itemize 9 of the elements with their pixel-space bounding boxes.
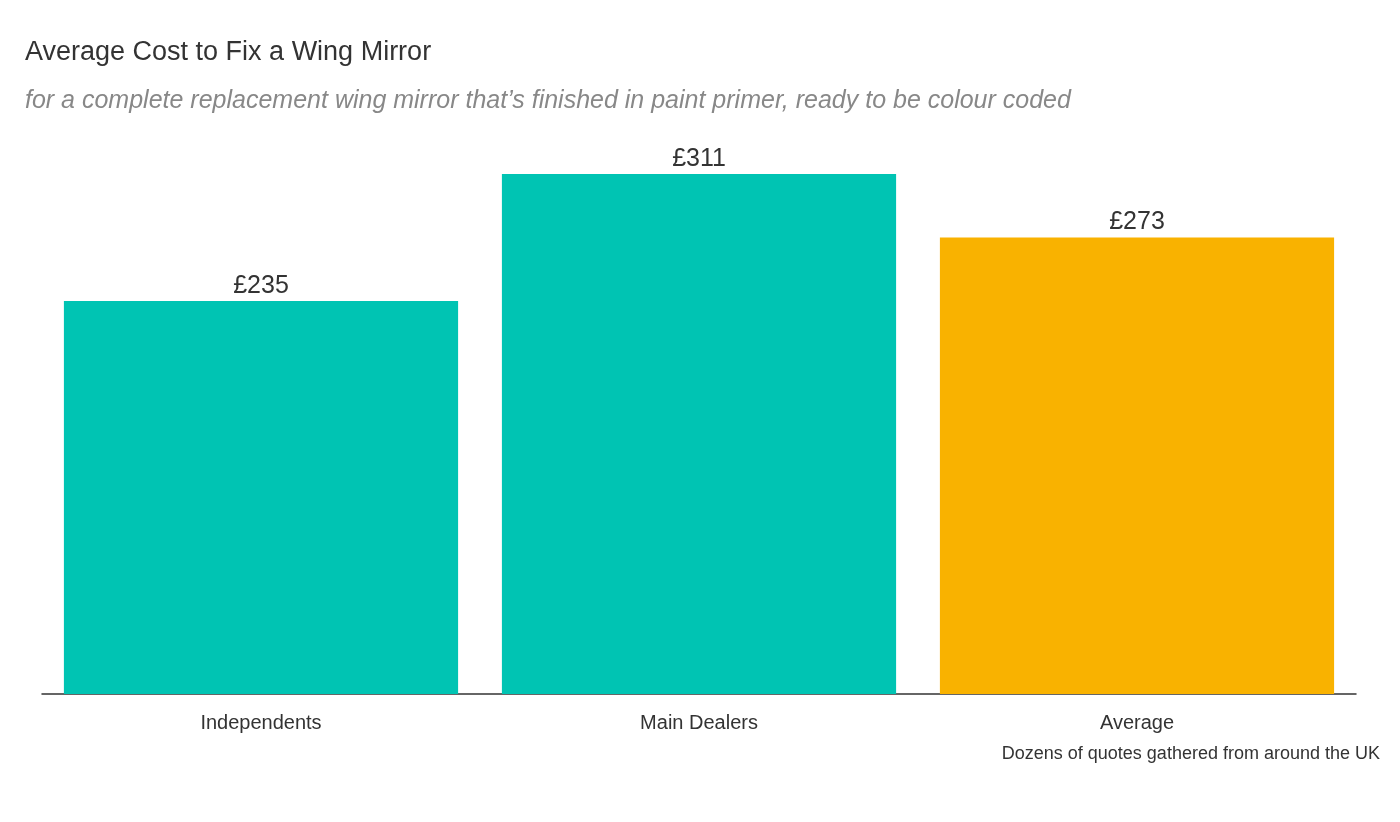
x-tick-label: Independents <box>200 711 322 733</box>
data-label: £273 <box>1109 206 1165 235</box>
chart-subtitle: for a complete replacement wing mirror that’s finished in paint primer, ready to be colour coded <box>25 84 1072 113</box>
data-label: £311 <box>672 142 726 171</box>
text: Dozens of quotes gathered from around the UK <box>1001 743 1381 763</box>
chart-title: Average Cost to Fix a Wing Mirror <box>25 35 432 66</box>
x-tick-label: Average <box>1099 711 1175 733</box>
x-tick-label: Main Dealers <box>640 711 758 733</box>
data-label: £235 <box>233 269 289 298</box>
